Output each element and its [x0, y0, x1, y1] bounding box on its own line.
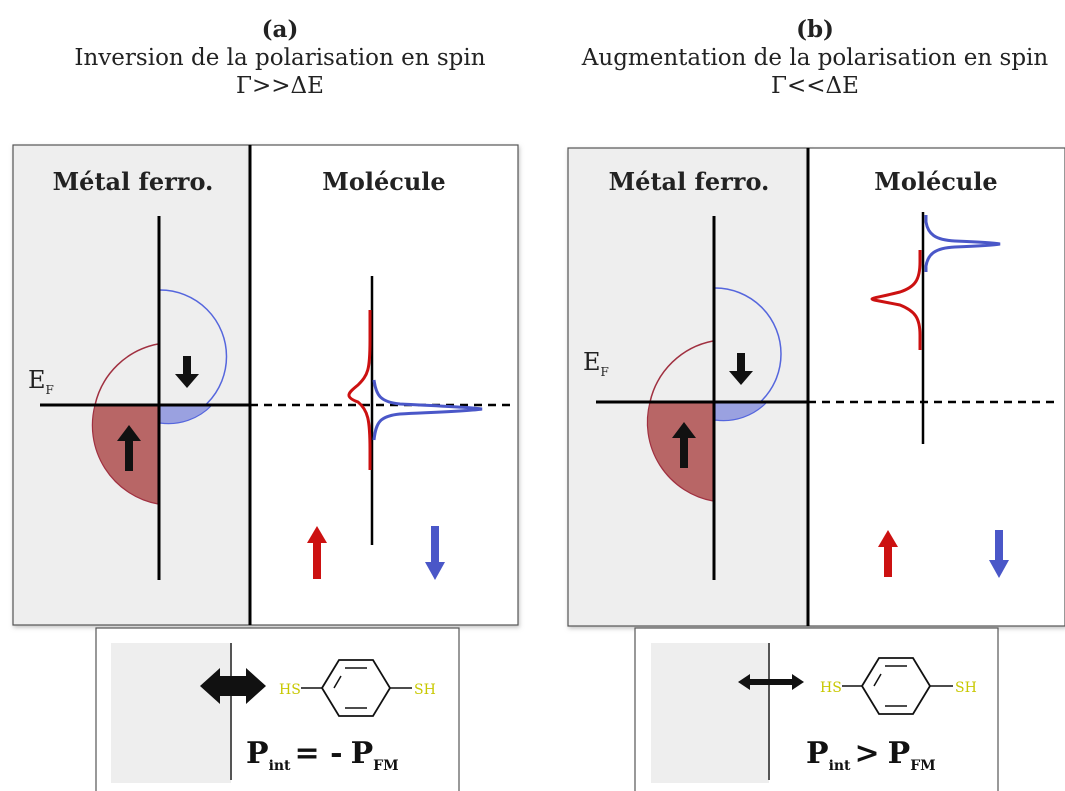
metal-region-b [567, 147, 809, 627]
coupling-metal-b [651, 643, 769, 783]
panel-b-condition: Γ<<ΔE [771, 73, 859, 99]
fermi-label-a: EF [28, 366, 54, 397]
coupling-metal-a [111, 643, 231, 783]
panel-a-condition: Γ>>ΔE [236, 73, 324, 99]
spin-up-arrow-molecule-a [307, 526, 327, 579]
spin-up-lorentzian-b [870, 250, 922, 350]
panel-a-header: (a) Inversion de la polarisation en spin… [20, 16, 540, 100]
weak-coupling-arrow-b [738, 674, 804, 690]
spin-up-lorentzian-a [347, 310, 372, 470]
thiol-left-a: HS [279, 682, 301, 698]
spin-down-arrow-molecule-b [989, 530, 1009, 578]
metal-label-a: Métal ferro. [53, 167, 214, 196]
molecule-label-a: Molécule [322, 167, 445, 196]
panel-b-tag: (b) [796, 16, 834, 43]
thiol-right-b: SH [955, 680, 977, 696]
panel-b-title: Augmentation de la polarisation en spin [581, 45, 1049, 71]
molecule-region-b [807, 147, 1065, 627]
spin-down-arrow-metal-b [729, 353, 753, 385]
thiol-left-b: HS [820, 680, 842, 696]
spin-up-dos-upper-a [94, 343, 159, 406]
benzenedithiol-a: HS SH [279, 659, 436, 717]
spin-down-lorentzian-a [372, 379, 483, 441]
panel-a: Métal ferro. Molécule EF [12, 144, 519, 791]
spin-up-arrow-molecule-b [878, 530, 898, 577]
fermi-label-b: EF [583, 348, 609, 379]
formula-b: Pint > PFM [806, 736, 936, 774]
benzenedithiol-b: HS SH [820, 657, 977, 715]
spin-up-arrow-metal-a [117, 425, 141, 471]
spin-down-arrow-metal-a [175, 356, 199, 388]
metal-region-a [12, 144, 251, 626]
spin-down-lorentzian-b [924, 215, 1001, 272]
panel-a-title: Inversion de la polarisation en spin [74, 45, 486, 71]
panel-a-tag: (a) [261, 16, 299, 43]
spin-up-dos-upper-b [649, 340, 714, 403]
panel-b-header: (b) Augmentation de la polarisation en s… [565, 16, 1065, 100]
molecule-label-b: Molécule [874, 167, 997, 196]
strong-coupling-arrow-a [200, 668, 266, 704]
spin-down-arrow-molecule-a [425, 526, 445, 580]
molecule-region-a [249, 144, 519, 626]
panel-b: Métal ferro. Molécule EF [567, 147, 1065, 791]
thiol-right-a: SH [414, 682, 436, 698]
spin-up-arrow-metal-b [672, 422, 696, 468]
formula-a: Pint = - PFM [246, 736, 399, 774]
metal-label-b: Métal ferro. [609, 167, 770, 196]
